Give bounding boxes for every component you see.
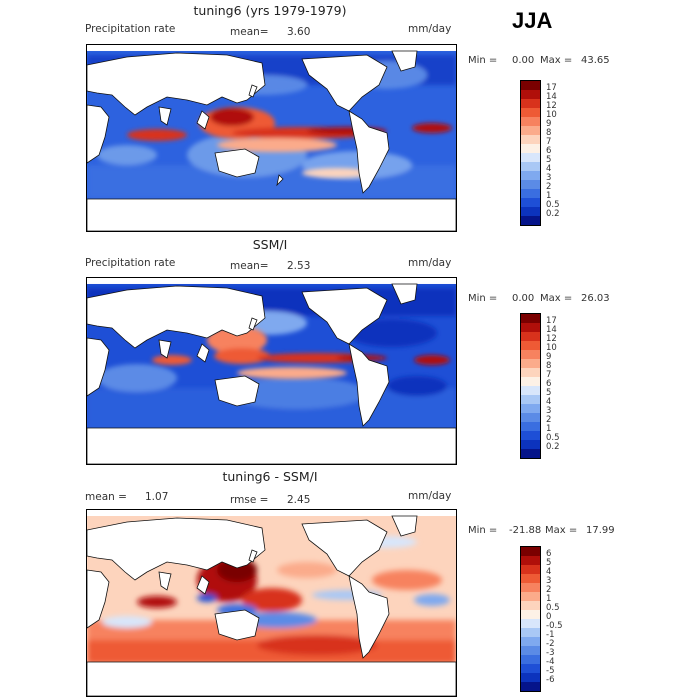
- colorbar-tick-label: 4: [546, 397, 552, 407]
- panel1-min-value: 0.00: [512, 55, 535, 66]
- colorbar-tick-label: 12: [546, 101, 557, 111]
- colorbar-tick-label: 1: [546, 191, 552, 201]
- colorbar-tick-label: 0: [546, 612, 552, 622]
- panel2-mean-label: mean=: [230, 260, 269, 272]
- colorbar-tick-label: 6: [546, 146, 552, 156]
- colorbar-tick-label: 2: [546, 415, 552, 425]
- panel2-min-value: 0.00: [512, 293, 535, 304]
- panel1-mean-label: mean=: [230, 26, 269, 38]
- panel3-max-label: Max =: [545, 525, 578, 536]
- colorbar-tick-label: 14: [546, 92, 557, 102]
- colorbar-tick-label: 4: [546, 164, 552, 174]
- panel1-mean-value: 3.60: [287, 26, 311, 38]
- colorbar-tick-label: 5: [546, 558, 552, 568]
- colorbar-tick-label: -2: [546, 639, 555, 649]
- colorbar-tick-label: 0.5: [546, 200, 560, 210]
- panel1-max-label: Max =: [540, 55, 573, 66]
- panel2-variable-label: Precipitation rate: [85, 257, 176, 269]
- colorbar-tick-label: -1: [546, 630, 555, 640]
- panel3-title: tuning6 - SSM/I: [222, 469, 318, 484]
- colorbar-tick-label: 8: [546, 128, 552, 138]
- colorbar-tick-label: -5: [546, 666, 555, 676]
- colorbar-tick-label: 12: [546, 334, 557, 344]
- colorbar-tick-label: 10: [546, 110, 557, 120]
- colorbar-tick-label: 3: [546, 173, 552, 183]
- colorbar-tick-label: 5: [546, 155, 552, 165]
- colorbar-tick-label: 2: [546, 182, 552, 192]
- colorbar-tick-label: 6: [546, 549, 552, 559]
- panel2-precip-map: [86, 277, 457, 465]
- colorbar-tick-label: -6: [546, 675, 555, 685]
- colorbar-tick-label: 5: [546, 388, 552, 398]
- colorbar-tick-label: 8: [546, 361, 552, 371]
- colorbar-tick-label: 0.5: [546, 433, 560, 443]
- panel2-units: mm/day: [408, 257, 452, 269]
- panel2-mean-value: 2.53: [287, 260, 311, 272]
- panel2-max-value: 26.03: [581, 293, 610, 304]
- colorbar-tick-label: 0.2: [546, 442, 560, 452]
- panel3-min-value: -21.88: [509, 525, 542, 536]
- colorbar-tick-label: 10: [546, 343, 557, 353]
- panel1-variable-label: Precipitation rate: [85, 23, 176, 35]
- colorbar-tick-label: 9: [546, 119, 552, 129]
- panel1-precip-map: [86, 44, 457, 232]
- panel3-rmse-label: rmse =: [230, 494, 269, 506]
- panel1-colorbar: [520, 80, 541, 226]
- colorbar-tick-label: 0.5: [546, 603, 560, 613]
- colorbar-tick-label: -4: [546, 657, 555, 667]
- colorbar-tick-label: 0.2: [546, 209, 560, 219]
- colorbar-tick-label: 6: [546, 379, 552, 389]
- panel3-colorbar: [520, 546, 541, 692]
- panel3-mean-value: 1.07: [145, 491, 169, 503]
- colorbar-tick-label: 2: [546, 585, 552, 595]
- colorbar-tick-label: 7: [546, 370, 552, 380]
- colorbar-tick-label: -0.5: [546, 621, 563, 631]
- colorbar-tick-label: 1: [546, 594, 552, 604]
- panel3-min-label: Min =: [468, 525, 498, 536]
- colorbar-tick-label: 14: [546, 325, 557, 335]
- colorbar-tick-label: 3: [546, 576, 552, 586]
- colorbar-tick-label: -3: [546, 648, 555, 658]
- colorbar-tick-label: 1: [546, 424, 552, 434]
- colorbar-tick-label: 7: [546, 137, 552, 147]
- season-label: JJA: [512, 8, 553, 33]
- panel3-units: mm/day: [408, 490, 452, 502]
- colorbar-tick-label: 17: [546, 83, 557, 93]
- panel3-rmse-value: 2.45: [287, 494, 311, 506]
- colorbar-tick-label: 3: [546, 406, 552, 416]
- colorbar-tick-label: 9: [546, 352, 552, 362]
- panel1-units: mm/day: [408, 23, 452, 35]
- panel2-max-label: Max =: [540, 293, 573, 304]
- panel2-colorbar: [520, 313, 541, 459]
- colorbar-tick-label: 4: [546, 567, 552, 577]
- colorbar-tick-label: 17: [546, 316, 557, 326]
- panel1-max-value: 43.65: [581, 55, 610, 66]
- panel1-min-label: Min =: [468, 55, 498, 66]
- panel1-title: tuning6 (yrs 1979-1979): [193, 3, 347, 18]
- panel3-max-value: 17.99: [586, 525, 615, 536]
- panel3-mean-label: mean =: [85, 491, 127, 503]
- panel2-min-label: Min =: [468, 293, 498, 304]
- panel2-title: SSM/I: [252, 237, 288, 252]
- panel3-difference-map: [86, 509, 457, 697]
